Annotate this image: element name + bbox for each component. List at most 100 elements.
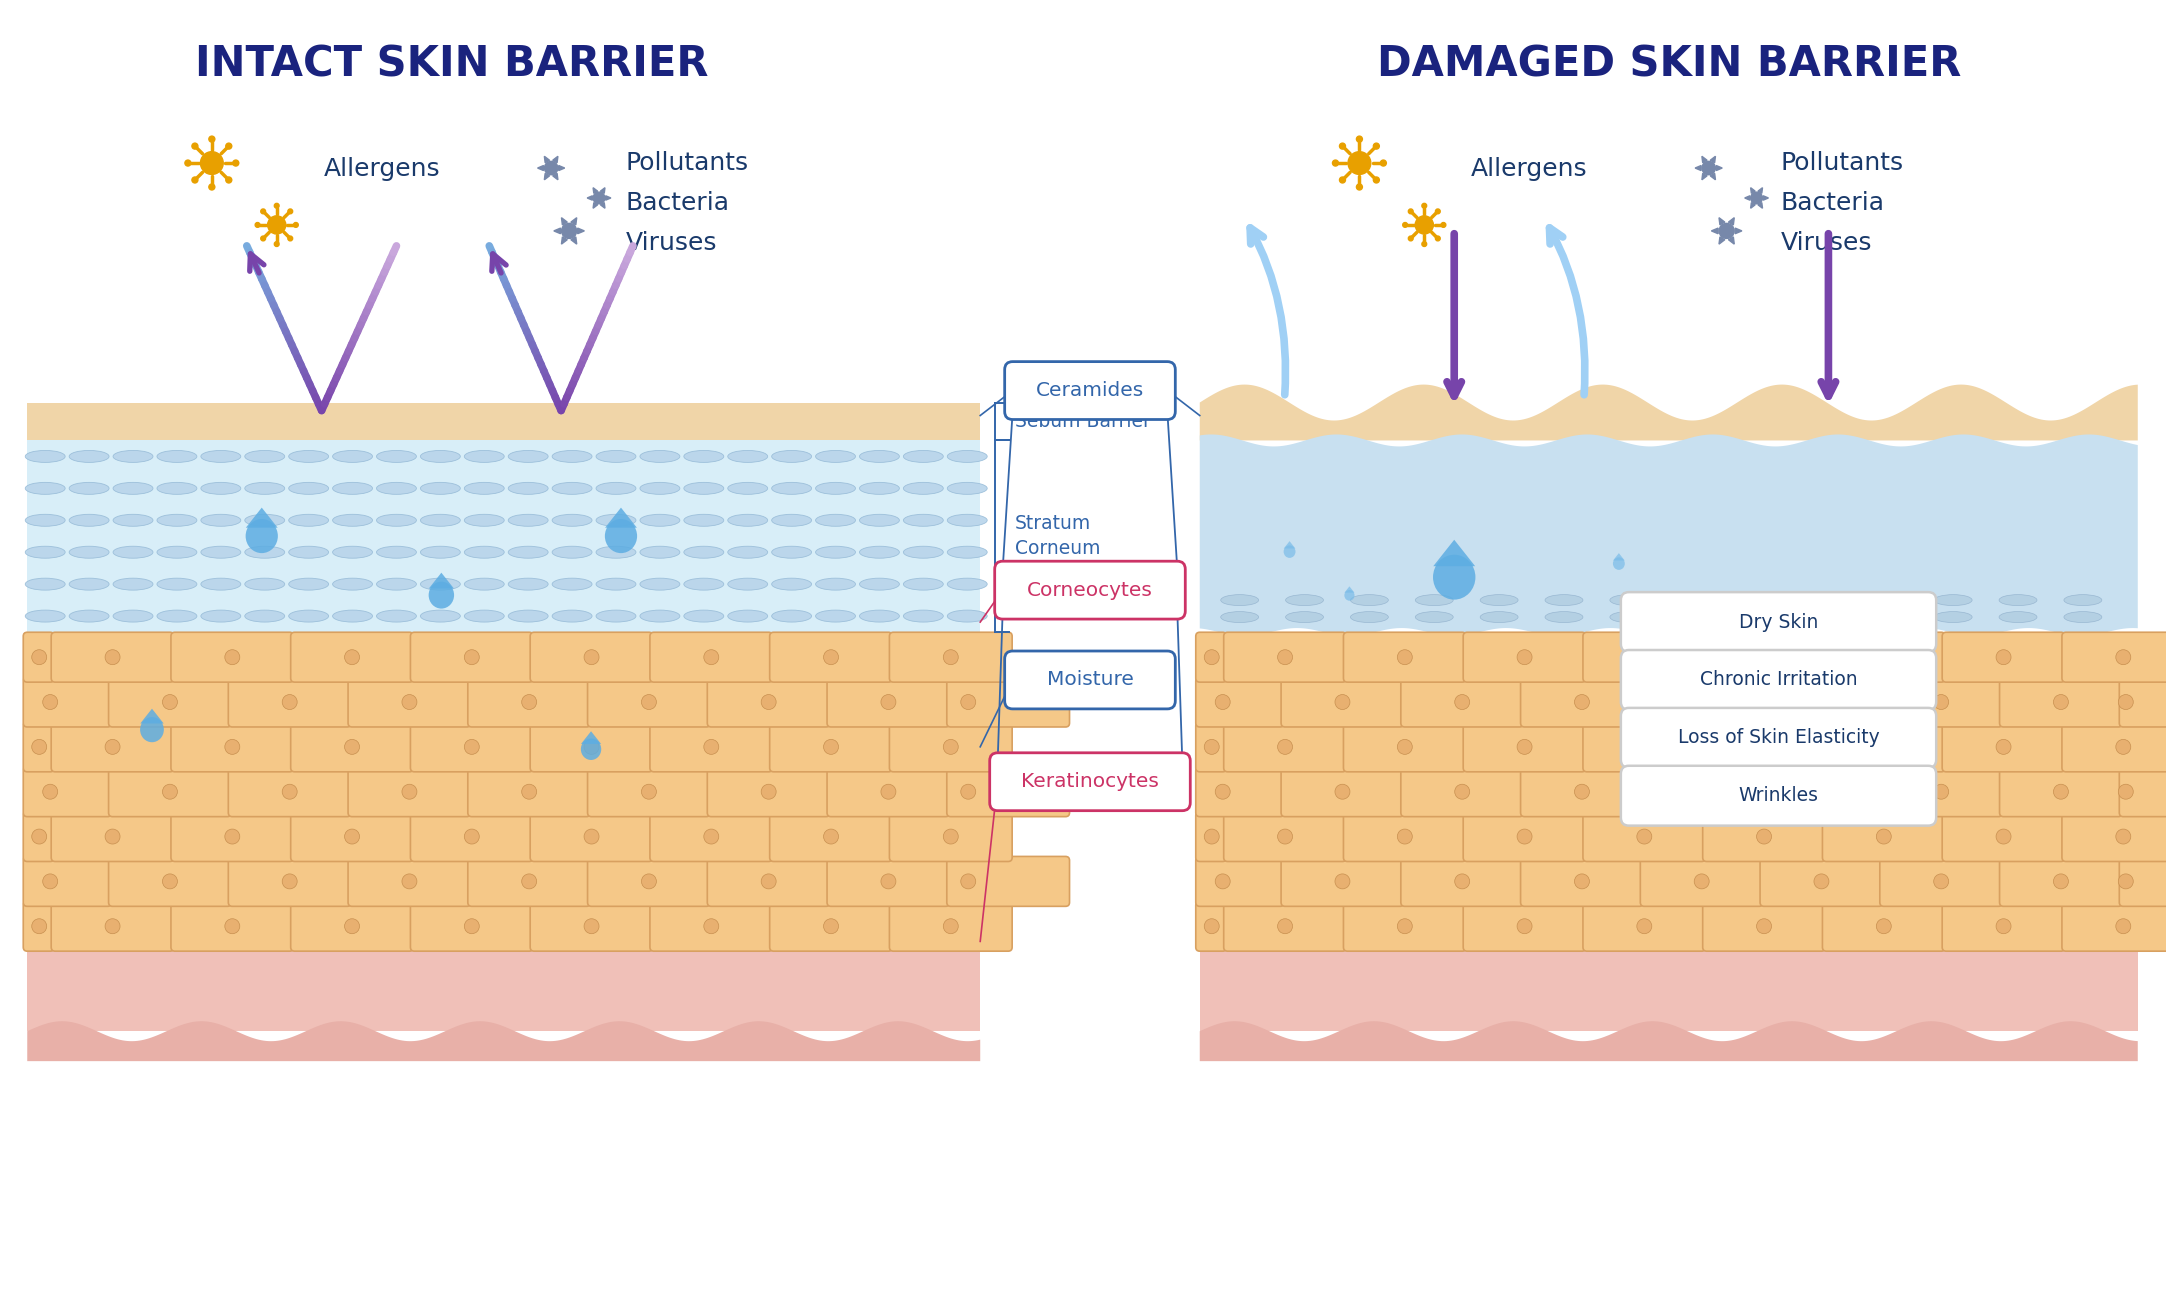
FancyBboxPatch shape xyxy=(770,722,893,771)
Bar xyxy=(28,441,980,632)
Ellipse shape xyxy=(464,450,505,462)
Polygon shape xyxy=(1763,195,1769,201)
Circle shape xyxy=(1637,829,1652,844)
Ellipse shape xyxy=(596,450,635,462)
FancyBboxPatch shape xyxy=(2120,677,2168,727)
Ellipse shape xyxy=(947,610,986,622)
Polygon shape xyxy=(1750,188,1756,193)
Ellipse shape xyxy=(69,546,108,558)
Ellipse shape xyxy=(507,546,549,558)
Ellipse shape xyxy=(202,546,241,558)
Ellipse shape xyxy=(245,610,284,622)
Text: Sebum Barrier: Sebum Barrier xyxy=(1015,412,1151,432)
FancyBboxPatch shape xyxy=(650,812,772,862)
Circle shape xyxy=(1756,829,1771,844)
Circle shape xyxy=(1756,918,1771,934)
FancyBboxPatch shape xyxy=(1943,812,2064,862)
Ellipse shape xyxy=(1283,546,1296,558)
Ellipse shape xyxy=(1934,594,1973,606)
Circle shape xyxy=(1574,785,1589,799)
Ellipse shape xyxy=(1613,558,1624,569)
Ellipse shape xyxy=(202,514,241,526)
FancyBboxPatch shape xyxy=(171,812,293,862)
Ellipse shape xyxy=(640,579,681,590)
Ellipse shape xyxy=(377,579,416,590)
Ellipse shape xyxy=(772,546,811,558)
Circle shape xyxy=(1422,241,1427,247)
Text: Allergens: Allergens xyxy=(323,157,440,181)
Circle shape xyxy=(1203,918,1218,934)
Circle shape xyxy=(193,143,197,150)
Circle shape xyxy=(960,694,976,710)
Ellipse shape xyxy=(1999,594,2038,606)
Polygon shape xyxy=(1745,195,1750,201)
Circle shape xyxy=(1409,209,1414,214)
FancyBboxPatch shape xyxy=(52,722,173,771)
Text: Dry Skin: Dry Skin xyxy=(1739,613,1819,631)
FancyBboxPatch shape xyxy=(1463,901,1587,951)
Ellipse shape xyxy=(245,514,284,526)
FancyBboxPatch shape xyxy=(1344,901,1466,951)
Ellipse shape xyxy=(640,546,681,558)
Circle shape xyxy=(2116,918,2131,934)
FancyBboxPatch shape xyxy=(1641,857,1763,907)
Polygon shape xyxy=(594,202,598,209)
FancyBboxPatch shape xyxy=(1583,632,1706,682)
FancyBboxPatch shape xyxy=(947,677,1069,727)
Polygon shape xyxy=(570,218,577,224)
Ellipse shape xyxy=(332,450,373,462)
FancyBboxPatch shape xyxy=(291,812,414,862)
Polygon shape xyxy=(588,195,592,201)
Ellipse shape xyxy=(69,450,108,462)
FancyBboxPatch shape xyxy=(1197,677,1283,727)
Circle shape xyxy=(1875,829,1890,844)
FancyBboxPatch shape xyxy=(228,857,351,907)
Polygon shape xyxy=(544,156,549,163)
Circle shape xyxy=(1203,649,1218,665)
Polygon shape xyxy=(553,156,557,163)
Ellipse shape xyxy=(69,483,108,495)
Circle shape xyxy=(824,649,839,665)
Ellipse shape xyxy=(377,483,416,495)
Circle shape xyxy=(2118,694,2133,710)
Circle shape xyxy=(225,177,232,182)
Ellipse shape xyxy=(553,450,592,462)
Ellipse shape xyxy=(683,450,724,462)
FancyBboxPatch shape xyxy=(947,766,1069,816)
Circle shape xyxy=(225,740,241,754)
Bar xyxy=(28,632,980,951)
Circle shape xyxy=(960,785,976,799)
FancyBboxPatch shape xyxy=(1999,857,2122,907)
Circle shape xyxy=(943,829,958,844)
Ellipse shape xyxy=(507,514,549,526)
Ellipse shape xyxy=(464,579,505,590)
FancyBboxPatch shape xyxy=(588,857,711,907)
Ellipse shape xyxy=(772,450,811,462)
Circle shape xyxy=(1403,223,1407,227)
Circle shape xyxy=(464,829,479,844)
Circle shape xyxy=(1277,649,1292,665)
Circle shape xyxy=(880,785,895,799)
Ellipse shape xyxy=(1481,594,1518,606)
Circle shape xyxy=(583,649,598,665)
Polygon shape xyxy=(1711,228,1717,234)
Circle shape xyxy=(1340,143,1346,150)
Circle shape xyxy=(1216,874,1229,888)
Ellipse shape xyxy=(507,579,549,590)
FancyBboxPatch shape xyxy=(1622,708,1936,768)
Circle shape xyxy=(642,785,657,799)
Ellipse shape xyxy=(288,514,330,526)
Circle shape xyxy=(824,918,839,934)
FancyBboxPatch shape xyxy=(1281,857,1405,907)
Circle shape xyxy=(1756,740,1771,754)
Circle shape xyxy=(293,223,299,227)
Ellipse shape xyxy=(772,514,811,526)
Ellipse shape xyxy=(288,483,330,495)
Ellipse shape xyxy=(288,450,330,462)
Circle shape xyxy=(1997,740,2012,754)
FancyBboxPatch shape xyxy=(1641,677,1763,727)
FancyBboxPatch shape xyxy=(2120,766,2168,816)
Circle shape xyxy=(1875,918,1890,934)
Circle shape xyxy=(1934,694,1949,710)
Circle shape xyxy=(1216,785,1229,799)
